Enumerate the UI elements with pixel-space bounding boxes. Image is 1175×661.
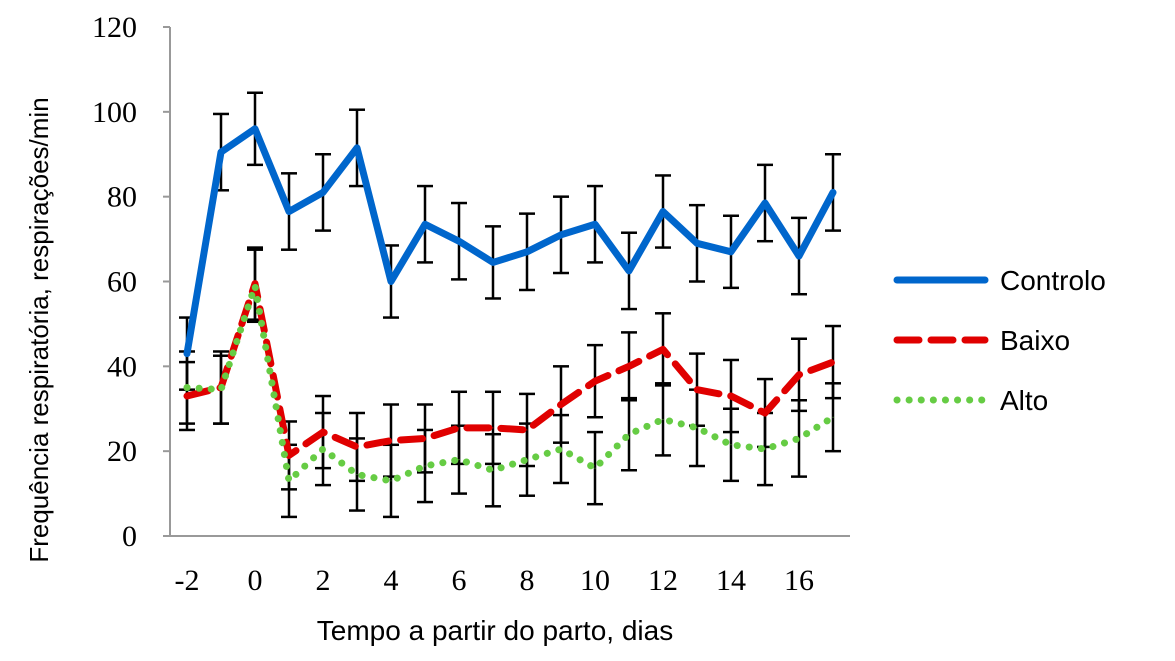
data-point [492,469,494,471]
data-point [832,361,834,363]
data-point [798,374,800,376]
data-point [186,395,188,397]
data-point [288,480,290,482]
data-point [526,429,528,431]
data-point [696,389,698,391]
y-tick-label: 120 [92,11,137,44]
data-point [764,412,766,414]
data-point [220,389,222,391]
data-point [458,459,460,461]
data-point [424,223,426,225]
data-point [220,151,222,153]
x-tick-label: 6 [452,564,467,597]
data-point [696,242,698,244]
data-point [764,202,766,204]
data-point [730,251,732,253]
data-point [730,444,732,446]
x-tick-label: 2 [316,564,331,597]
data-point [764,448,766,450]
data-point [696,427,698,429]
data-point [390,440,392,442]
x-tick-label: 12 [648,564,678,597]
data-point [628,270,630,272]
data-point [186,387,188,389]
x-tick-label: 0 [248,564,263,597]
data-point [594,467,596,469]
data-point [254,285,256,287]
legend-label: Alto [1000,385,1048,416]
data-point [526,251,528,253]
data-point [356,147,358,149]
data-point [458,427,460,429]
data-point [390,480,392,482]
data-point [832,416,834,418]
data-point [594,380,596,382]
data-point [662,348,664,350]
data-point [628,433,630,435]
x-tick-label: 4 [384,564,399,597]
data-point [492,427,494,429]
data-point [424,437,426,439]
data-point [628,365,630,367]
data-point [730,395,732,397]
data-point [662,211,664,213]
data-point [186,353,188,355]
y-tick-label: 40 [107,350,137,383]
x-tick-label: 8 [520,564,535,597]
data-point [322,448,324,450]
legend-label: Baixo [1000,325,1070,356]
x-tick-label: 16 [784,564,814,597]
data-point [288,211,290,213]
x-tick-label: -2 [175,564,200,597]
data-point [560,448,562,450]
data-point [390,281,392,282]
data-point [254,283,256,285]
x-tick-label: 14 [716,564,746,597]
data-point [356,473,358,475]
data-point [322,431,324,433]
legend-label: Controlo [1000,265,1106,296]
series-line-alto [183,282,837,485]
y-axis-label: Frequência respiratória, respirações/min [24,97,54,562]
data-point [560,234,562,236]
data-point [254,128,256,130]
data-point [288,454,290,456]
data-point [356,446,358,448]
y-tick-label: 0 [122,520,137,553]
y-tick-label: 80 [107,181,137,214]
y-tick-label: 20 [107,435,137,468]
data-point [798,255,800,257]
x-axis-label: Tempo a partir do parto, dias [317,615,673,646]
x-tick-label: 10 [580,564,610,597]
data-point [662,418,664,420]
data-point [594,223,596,225]
data-point [492,261,494,263]
data-point [458,240,460,242]
y-tick-label: 100 [92,96,137,129]
data-point [798,437,800,439]
series-line-baixo [183,280,837,459]
data-point [322,191,324,193]
data-point [424,465,426,467]
data-point [526,459,528,461]
series-line-controlo [183,125,837,358]
data-point [832,191,834,193]
y-tick-label: 60 [107,266,137,299]
data-point [560,404,562,406]
